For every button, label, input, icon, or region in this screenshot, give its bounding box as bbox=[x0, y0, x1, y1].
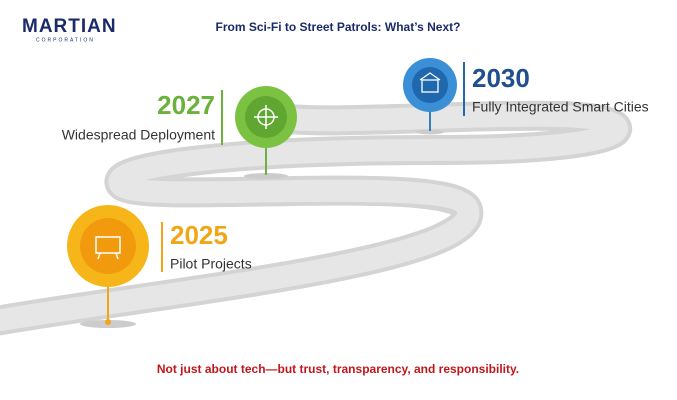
footer: Not just about tech—but trust, transpare… bbox=[157, 362, 519, 376]
road bbox=[0, 100, 632, 336]
pin-2025 bbox=[67, 205, 149, 328]
milestone-label: Pilot Projects bbox=[170, 256, 252, 272]
pin-2030 bbox=[403, 58, 457, 135]
logo: MARTIAN bbox=[22, 16, 117, 37]
logo-sub: CORPORATION bbox=[36, 37, 95, 43]
title: From Sci-Fi to Street Patrols: What’s Ne… bbox=[216, 20, 461, 34]
milestone-label: Widespread Deployment bbox=[62, 127, 215, 143]
year: 2027 bbox=[157, 90, 215, 120]
year: 2030 bbox=[472, 63, 530, 93]
milestone-label: Fully Integrated Smart Cities bbox=[472, 99, 649, 115]
pin-2027 bbox=[235, 86, 297, 179]
year: 2025 bbox=[170, 220, 228, 250]
